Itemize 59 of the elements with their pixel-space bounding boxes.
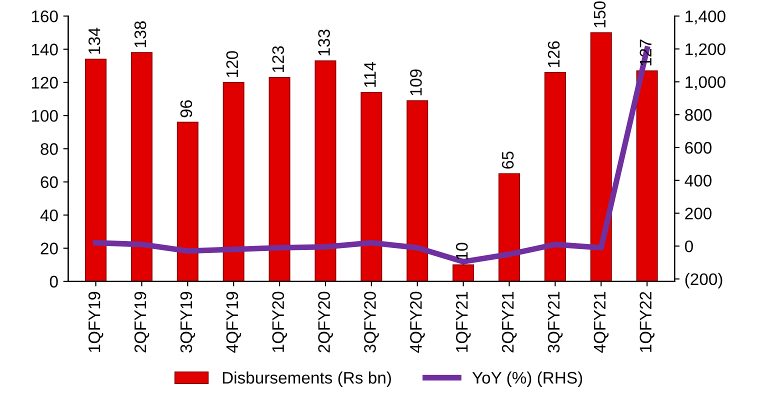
x-tick-label: 3QFY21 (548, 292, 563, 353)
x-tick-label: 1QFY20 (272, 292, 287, 352)
y-tick-label: 120 (32, 76, 58, 89)
y-tick-label: 140 (32, 44, 58, 56)
bar (222, 82, 244, 282)
data-label: 109 (410, 69, 422, 96)
bar (406, 100, 428, 282)
legend-label: Disbursements (Rs bn) (222, 371, 391, 387)
y2-tick-label: (200) (685, 272, 722, 288)
data-label: 126 (548, 41, 560, 68)
x-tick-label: 1QFY21 (456, 292, 471, 352)
x-tick-label: 2QFY20 (318, 292, 333, 352)
y2-tick-label: 1,200 (686, 43, 726, 58)
bar (130, 52, 152, 282)
x-tick-label: 2QFY21 (502, 292, 517, 352)
bar (176, 122, 198, 282)
x-tick-label: 3QFY20 (364, 292, 379, 353)
data-label: 127 (640, 40, 652, 66)
y-tick-label: 60 (40, 176, 58, 188)
x-tick-label: 4QFY19 (226, 292, 242, 353)
x-tick-label: 3QFY19 (180, 292, 196, 353)
legend-label: YoY (%) (RHS) (472, 371, 582, 387)
data-label: 133 (318, 30, 330, 56)
data-label: 120 (226, 51, 238, 77)
y2-tick-label: 800 (685, 109, 712, 121)
data-label: 10 (456, 242, 468, 260)
y-tick-label: 100 (32, 110, 58, 122)
bar (498, 173, 520, 282)
bar (544, 72, 566, 282)
y-tick-label: 160 (32, 10, 58, 22)
x-tick-label: 4QFY20 (410, 292, 425, 353)
bar (636, 70, 658, 282)
x-tick-label: 1QFY19 (88, 292, 104, 352)
data-label: 138 (134, 21, 146, 48)
bar (314, 60, 336, 282)
y-tick-label: 20 (40, 242, 58, 254)
y-tick-label: 80 (40, 143, 58, 155)
data-label: 123 (272, 46, 284, 72)
y-tick-label: 0 (50, 276, 58, 288)
y2-tick-label: 200 (685, 208, 712, 220)
bar (590, 32, 612, 282)
bar (85, 58, 107, 282)
data-label: 134 (88, 28, 100, 54)
y2-tick-label: 1,400 (686, 10, 726, 24)
x-tick-label: 4QFY21 (594, 292, 609, 353)
bar (452, 264, 474, 282)
y2-tick-label: 0 (684, 240, 693, 252)
y2-tick-label: 400 (684, 174, 712, 187)
bar (268, 77, 290, 282)
data-label: 114 (364, 62, 376, 87)
y2-tick-label: 1,000 (686, 76, 726, 90)
x-tick-label: 2QFY19 (134, 292, 150, 352)
y-tick-label: 40 (40, 209, 58, 222)
data-label: 96 (180, 100, 192, 118)
y2-tick-label: 600 (685, 142, 712, 154)
data-label: 65 (502, 152, 514, 169)
bar (360, 92, 382, 282)
data-label: 150 (594, 1, 606, 28)
x-tick-label: 1QFY22 (640, 292, 655, 352)
